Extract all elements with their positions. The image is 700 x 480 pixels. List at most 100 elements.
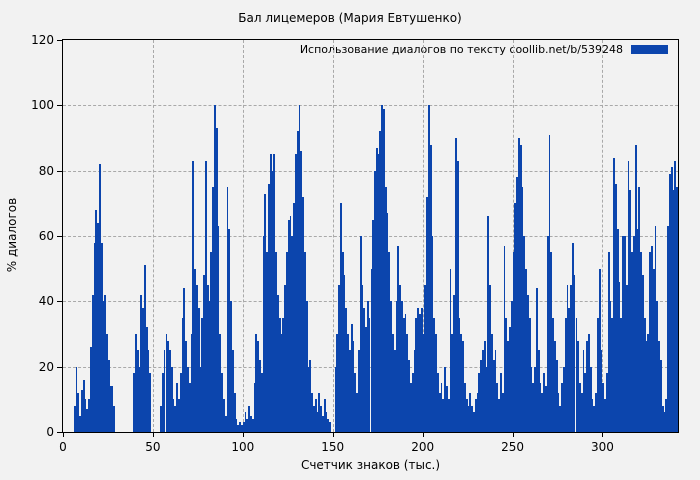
bar (494, 350, 497, 432)
y-tick-label: 0 (46, 425, 54, 439)
bar (176, 383, 179, 432)
bar (435, 334, 438, 432)
bar (208, 301, 211, 432)
bar (580, 392, 583, 432)
bar (365, 327, 367, 432)
bar (663, 412, 666, 432)
bar (555, 360, 558, 432)
bar (395, 301, 398, 432)
bar (345, 307, 348, 432)
bar (352, 340, 355, 432)
bar (480, 360, 482, 432)
bar (401, 301, 403, 432)
bar (642, 275, 644, 432)
bar (577, 340, 580, 432)
y-tick-mark (57, 105, 62, 107)
x-tick-label: 200 (411, 440, 435, 454)
bar (496, 383, 499, 432)
bar (253, 383, 256, 432)
bar (393, 350, 396, 432)
bar (334, 366, 337, 432)
bar (588, 334, 590, 432)
x-gridline (152, 40, 154, 432)
bar (370, 268, 373, 432)
bar (287, 219, 290, 432)
bar (336, 334, 339, 432)
bar (546, 236, 549, 432)
bar (535, 288, 538, 432)
legend-label: Использование диалогов по тексту coollib… (299, 43, 623, 56)
bar (620, 317, 623, 432)
x-gridline (332, 40, 334, 432)
bar (447, 399, 450, 432)
y-tick-label: 60 (38, 229, 54, 243)
bar (561, 383, 563, 432)
bar (149, 373, 152, 432)
bar (312, 405, 315, 432)
bar (230, 301, 233, 432)
bar (339, 203, 342, 432)
bar (451, 334, 454, 432)
bar (169, 350, 171, 432)
bar (307, 366, 310, 432)
bar (627, 160, 630, 432)
bar (138, 366, 141, 432)
x-gridline (602, 40, 604, 432)
bar (676, 187, 678, 432)
bar (91, 294, 94, 432)
bar (375, 147, 378, 432)
bar (343, 275, 346, 432)
bar (490, 334, 493, 432)
bar (262, 236, 265, 432)
bar (473, 412, 475, 432)
bar (622, 236, 625, 432)
bar (656, 301, 659, 432)
bar (553, 340, 556, 432)
bar (404, 314, 407, 432)
bar (278, 317, 281, 432)
y-tick-label: 120 (31, 33, 54, 47)
bar (552, 317, 554, 432)
bar (575, 317, 578, 432)
bar (469, 392, 472, 432)
bar (458, 317, 461, 432)
bar (194, 268, 197, 432)
bar (444, 366, 447, 432)
bar (591, 399, 594, 432)
bar (210, 252, 213, 432)
y-tick-mark (57, 301, 62, 303)
bar (167, 340, 170, 432)
bar (631, 252, 634, 432)
bar (582, 350, 585, 432)
bar (429, 144, 432, 432)
bar (145, 327, 148, 432)
y-tick-label: 20 (38, 359, 54, 374)
bar (640, 252, 643, 432)
bar (107, 360, 110, 432)
bar (674, 160, 677, 432)
bar (73, 405, 76, 432)
y-tick-label: 80 (38, 163, 54, 178)
bar (426, 196, 429, 432)
bar (172, 399, 175, 432)
bar (453, 294, 456, 432)
bar (462, 340, 464, 432)
bar (104, 294, 107, 432)
bar (508, 327, 511, 432)
bar (199, 366, 202, 432)
bar (289, 216, 292, 432)
bar (251, 418, 254, 432)
bar (440, 383, 443, 432)
bar (79, 415, 81, 432)
bar (521, 187, 524, 432)
bar (233, 392, 236, 432)
bar (77, 392, 80, 432)
bar (465, 399, 468, 432)
bar (206, 285, 209, 432)
bar (224, 415, 227, 432)
bar (357, 350, 360, 432)
bar (255, 334, 258, 432)
bar (320, 405, 322, 432)
bar (179, 373, 182, 432)
